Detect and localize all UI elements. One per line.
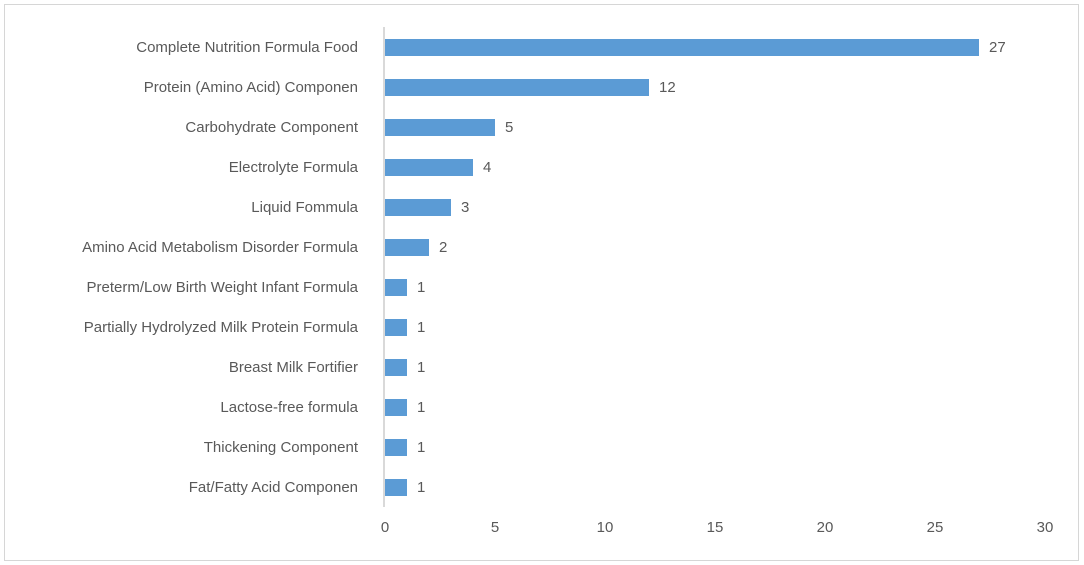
x-tick-label: 20: [816, 519, 834, 536]
category-label: Preterm/Low Birth Weight Infant Formula: [86, 278, 359, 296]
category-label: Breast Milk Fortifier: [228, 358, 358, 376]
bar-track: 1: [385, 267, 1045, 307]
bar-track: 12: [385, 67, 1045, 107]
chart-frame: Complete Nutrition Formula Food 27 Protein…: [4, 4, 1079, 561]
value-label: 1: [417, 278, 426, 296]
chart-row: Thickening Component 1: [5, 427, 1078, 467]
bar: [385, 78, 649, 96]
bar: [385, 118, 495, 136]
value-label: 1: [417, 478, 426, 496]
value-label: 1: [417, 358, 426, 376]
category-label: Liquid Fommula: [251, 198, 358, 216]
value-label: 12: [659, 78, 676, 96]
bar-track: 1: [385, 387, 1045, 427]
bar-track: 1: [385, 307, 1045, 347]
category-label: Lactose-free formula: [220, 398, 358, 416]
chart-row: Amino Acid Metabolism Disorder Formula 2: [5, 227, 1078, 267]
value-label: 5: [505, 118, 514, 136]
chart-row: Protein (Amino Acid) Componen 12: [5, 67, 1078, 107]
category-label: Electrolyte Formula: [228, 158, 358, 176]
x-tick-label: 25: [926, 519, 944, 536]
bar-track: 1: [385, 427, 1045, 467]
bar: [385, 198, 451, 216]
category-label: Complete Nutrition Formula Food: [136, 38, 358, 56]
x-axis: 0 5 10 15 20 25 30: [381, 507, 1054, 541]
bar: [385, 398, 407, 416]
bar-track: 1: [385, 467, 1045, 507]
chart-row: Carbohydrate Component 5: [5, 107, 1078, 147]
bar: [385, 238, 429, 256]
bar: [385, 358, 407, 376]
bar: [385, 278, 407, 296]
x-tick-label: 15: [706, 519, 724, 536]
value-label: 4: [483, 158, 492, 176]
bar-track: 2: [385, 227, 1045, 267]
bar-track: 4: [385, 147, 1045, 187]
bar-track: 1: [385, 347, 1045, 387]
chart-row: Breast Milk Fortifier 1: [5, 347, 1078, 387]
value-label: 1: [417, 318, 426, 336]
bar: [385, 38, 979, 56]
x-tick-label: 30: [1036, 519, 1054, 536]
bar-track: 5: [385, 107, 1045, 147]
category-label: Thickening Component: [203, 438, 358, 456]
value-label: 2: [439, 238, 448, 256]
chart-row: Preterm/Low Birth Weight Infant Formula 1: [5, 267, 1078, 307]
value-label: 3: [461, 198, 470, 216]
chart-row: Complete Nutrition Formula Food 27: [5, 27, 1078, 67]
bar: [385, 318, 407, 336]
x-tick-label: 5: [490, 519, 500, 536]
plot-area: Complete Nutrition Formula Food 27 Protein…: [5, 27, 1078, 507]
chart-row: Liquid Fommula 3: [5, 187, 1078, 227]
bar-track: 27: [385, 27, 1045, 67]
chart-row: Partially Hydrolyzed Milk Protein Formul…: [5, 307, 1078, 347]
bar-rows: Complete Nutrition Formula Food 27 Protein…: [5, 27, 1078, 507]
bar-track: 3: [385, 187, 1045, 227]
category-label: Protein (Amino Acid) Componen: [143, 78, 358, 96]
value-label: 1: [417, 438, 426, 456]
category-label: Partially Hydrolyzed Milk Protein Formul…: [83, 318, 358, 336]
chart-row: Fat/Fatty Acid Componen 1: [5, 467, 1078, 507]
bar-chart: Complete Nutrition Formula Food 27 Protein…: [5, 5, 1078, 560]
bar: [385, 438, 407, 456]
value-label: 27: [989, 38, 1006, 56]
category-label: Carbohydrate Component: [185, 118, 358, 136]
x-tick-label: 10: [596, 519, 614, 536]
y-axis-line: [383, 27, 385, 507]
value-label: 1: [417, 398, 426, 416]
bar: [385, 158, 473, 176]
chart-row: Electrolyte Formula 4: [5, 147, 1078, 187]
chart-row: Lactose-free formula 1: [5, 387, 1078, 427]
category-label: Fat/Fatty Acid Componen: [188, 478, 358, 496]
bar: [385, 478, 407, 496]
category-label: Amino Acid Metabolism Disorder Formula: [82, 238, 358, 256]
x-tick-label: 0: [380, 519, 390, 536]
